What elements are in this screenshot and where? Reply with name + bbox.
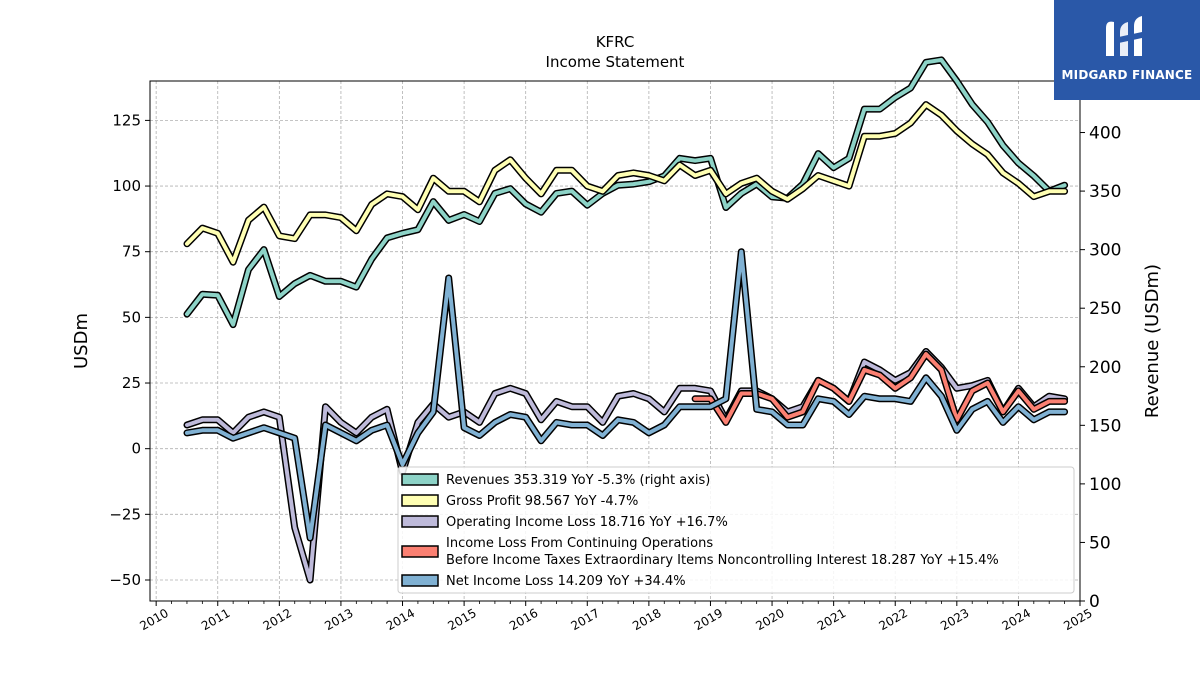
y-tick-label-left: 75 (122, 243, 141, 261)
x-tick-label: 2016 (507, 606, 540, 633)
y-tick-label-left: 0 (131, 440, 141, 458)
x-tick-label: 2021 (815, 606, 848, 633)
y-tick-label-left: 50 (122, 308, 141, 326)
legend-label-net-income: Net Income Loss 14.209 YoY +34.4% (446, 574, 686, 589)
x-tick-label: 2022 (877, 606, 910, 633)
x-tick-label: 2013 (322, 606, 355, 633)
legend-swatch-net-income (401, 574, 439, 587)
x-tick-label: 2024 (1000, 606, 1033, 633)
y-tick-label-right: 50 (1089, 533, 1111, 553)
legend: Revenues 353.319 YoY -5.3% (right axis) … (397, 466, 1075, 594)
y-tick-label-right: 0 (1089, 592, 1100, 612)
series-line-revenues (185, 57, 1067, 327)
series-outline-revenues (183, 56, 1069, 329)
series-line-net-income-loss (185, 249, 1067, 540)
y-tick-label-right: 250 (1089, 299, 1121, 319)
brand-logo: MIDGARD FINANCE (1054, 0, 1200, 100)
y-tick-label-left: 25 (122, 374, 141, 392)
y-axis-label-left: USDm (71, 313, 92, 369)
legend-swatch-revenues (401, 473, 439, 486)
x-tick-label: 2015 (445, 606, 478, 633)
chart-title: KFRC (596, 33, 635, 51)
legend-label-gross-profit: Gross Profit 98.567 YoY -4.7% (446, 494, 638, 509)
midgard-logo-icon (1106, 16, 1142, 57)
chart-subtitle: Income Statement (546, 53, 685, 71)
legend-label-pretax-income-line2: Before Income Taxes Extraordinary Items … (446, 553, 999, 568)
x-tick-label: 2012 (261, 606, 294, 633)
legend-swatch-operating-income (401, 515, 439, 528)
brand-name: MIDGARD FINANCE (1061, 68, 1193, 82)
series-lines (183, 56, 1069, 584)
x-tick-label: 2018 (630, 606, 663, 633)
y-tick-label-right: 300 (1089, 241, 1121, 261)
y-tick-label-right: 150 (1089, 416, 1121, 436)
x-tick-label: 2017 (569, 606, 602, 633)
legend-label-operating-income: Operating Income Loss 18.716 YoY +16.7% (446, 515, 728, 530)
x-tick-label: 2020 (753, 606, 786, 633)
x-tick-label: 2010 (137, 606, 170, 633)
y-tick-label-left: 100 (112, 177, 141, 195)
x-tick-label: 2011 (199, 606, 232, 633)
x-tick-label: 2014 (384, 606, 417, 633)
y-tick-label-right: 200 (1089, 358, 1121, 378)
y-tick-label-right: 100 (1089, 475, 1121, 495)
legend-box (397, 466, 1075, 594)
legend-label-revenues: Revenues 353.319 YoY -5.3% (right axis) (446, 473, 710, 488)
plot-frame (149, 80, 1081, 602)
legend-swatch-pretax-income (401, 545, 439, 558)
legend-swatch-gross-profit (401, 494, 439, 507)
series-line-gross-profit (185, 102, 1067, 265)
x-tick-label: 2023 (938, 606, 971, 633)
y-tick-label-left: 125 (112, 111, 141, 129)
y-axis-label-right: Revenue (USDm) (1142, 264, 1163, 418)
y-tick-label-left: −50 (109, 571, 141, 589)
y-tick-label-right: 400 (1089, 124, 1121, 144)
legend-label-pretax-income-line1: Income Loss From Continuing Operations (446, 536, 713, 551)
x-tick-label: 2019 (692, 606, 725, 633)
y-tick-label-right: 350 (1089, 182, 1121, 202)
y-tick-label-left: −25 (109, 505, 141, 523)
